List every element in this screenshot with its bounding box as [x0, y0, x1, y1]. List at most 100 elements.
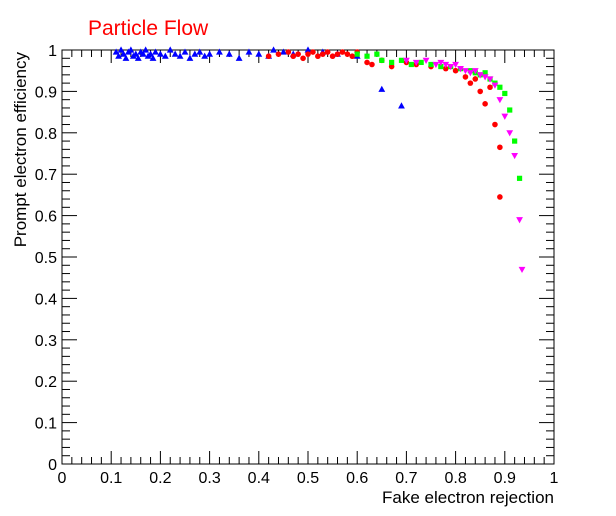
data-point — [462, 74, 469, 80]
data-point — [487, 84, 493, 91]
data-point — [462, 68, 469, 75]
data-point — [502, 90, 508, 97]
data-point — [452, 67, 459, 74]
data-point — [466, 70, 474, 77]
data-point — [492, 121, 498, 128]
data-point — [149, 54, 157, 61]
data-point — [501, 113, 509, 120]
x-tick-label: 0.1 — [100, 470, 122, 487]
y-tick-label: 0.5 — [35, 250, 57, 267]
x-tick-label: 0.3 — [198, 470, 220, 487]
data-point — [418, 59, 424, 66]
data-point — [324, 49, 331, 55]
data-point — [398, 102, 405, 109]
data-point — [516, 217, 523, 224]
x-tick-label: 0.5 — [297, 470, 319, 487]
data-point — [216, 48, 223, 55]
data-point — [120, 50, 127, 57]
plot-frame — [61, 49, 555, 465]
y-tick-label: 1 — [48, 43, 57, 60]
data-point — [447, 63, 455, 71]
data-point — [518, 266, 526, 274]
data-point — [486, 76, 494, 83]
y-axis-ticks: 0 0.1 0.2 0.3 0.4 0.5 0.6 0.7 0.8 0.9 1 — [35, 43, 554, 474]
data-point — [471, 68, 479, 75]
y-tick-label: 0.4 — [35, 291, 57, 308]
data-point — [315, 53, 321, 60]
data-point — [181, 48, 189, 55]
y-tick-label: 0.1 — [35, 416, 57, 433]
data-point — [201, 52, 209, 59]
data-point — [122, 54, 130, 61]
data-point — [428, 61, 434, 68]
data-point — [334, 51, 341, 57]
data-point — [117, 46, 125, 53]
data-point — [147, 50, 154, 57]
x-axis-ticks: 0 0.1 0.2 0.3 0.4 0.5 0.6 0.7 0.8 0.9 1 — [58, 50, 559, 487]
data-point — [497, 194, 503, 200]
data-point — [265, 53, 272, 60]
data-point — [511, 152, 519, 160]
data-point — [304, 46, 312, 53]
data-point — [482, 101, 488, 107]
data-point — [295, 51, 301, 57]
data-point — [112, 48, 120, 55]
x-tick-label: 0.9 — [494, 470, 516, 487]
data-point — [142, 46, 150, 53]
data-point — [497, 84, 503, 90]
x-tick-label: 1 — [550, 470, 559, 487]
data-point — [408, 61, 414, 68]
data-point — [310, 49, 316, 55]
data-point — [457, 66, 464, 73]
data-point — [442, 65, 449, 72]
x-tick-label: 0.8 — [444, 470, 466, 487]
chart-title: Particle Flow — [88, 17, 209, 40]
data-point — [132, 50, 140, 57]
y-tick-label: 0.6 — [35, 209, 57, 226]
data-point — [506, 130, 514, 137]
data-point — [472, 76, 479, 82]
data-point — [452, 61, 459, 69]
data-point — [134, 54, 142, 61]
data-point — [235, 54, 243, 61]
data-point — [403, 57, 410, 64]
data-point — [139, 50, 147, 57]
data-point — [300, 55, 306, 62]
x-tick-label: 0 — [58, 470, 67, 487]
data-point — [270, 46, 277, 53]
data-point — [344, 51, 351, 57]
data-point — [186, 54, 194, 61]
data-point — [176, 52, 184, 59]
data-point — [496, 97, 504, 104]
x-tick-label: 0.7 — [395, 470, 417, 487]
data-point — [491, 82, 499, 89]
x-tick-label: 0.4 — [248, 470, 270, 487]
data-point — [161, 52, 169, 59]
x-tick-label: 0.2 — [149, 470, 171, 487]
data-point — [512, 138, 518, 144]
data-point — [412, 59, 420, 67]
data-point — [437, 59, 445, 67]
x-axis-label: Fake electron rejection — [382, 488, 554, 507]
data-point — [127, 46, 135, 53]
data-point — [290, 53, 297, 60]
data-point — [374, 51, 380, 57]
data-point — [438, 63, 444, 70]
x-tick-label: 0.6 — [346, 470, 368, 487]
data-point — [191, 50, 199, 57]
data-point — [354, 51, 360, 57]
data-point — [398, 57, 405, 63]
data-point — [171, 50, 179, 57]
data-point — [255, 50, 263, 57]
plot-border — [61, 49, 555, 465]
data-point — [245, 48, 253, 55]
y-tick-label: 0.8 — [35, 126, 57, 143]
data-point — [369, 61, 375, 68]
y-tick-label: 0.7 — [35, 167, 57, 184]
data-point — [329, 53, 336, 60]
data-point — [349, 53, 356, 60]
data-point — [364, 59, 370, 66]
data-point — [280, 48, 287, 55]
data-point — [467, 80, 474, 86]
